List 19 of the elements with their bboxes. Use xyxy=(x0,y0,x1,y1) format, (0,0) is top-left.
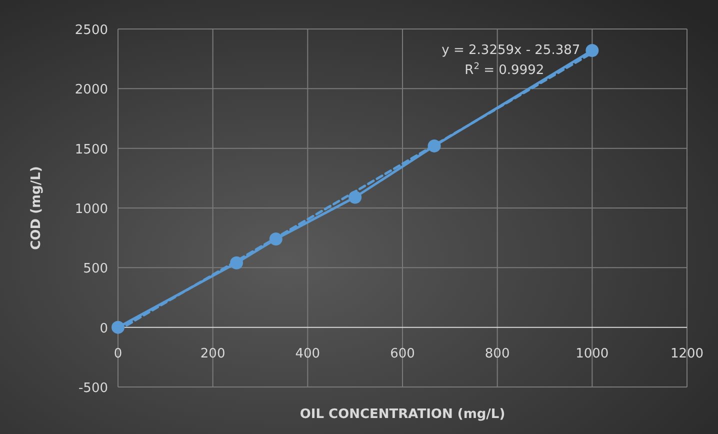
y-tick-label: 0 xyxy=(100,321,108,336)
y-tick-label: 500 xyxy=(83,262,108,277)
x-tick-label: 200 xyxy=(200,346,226,362)
annotation: y = 2.3259x - 25.387 xyxy=(442,42,580,58)
x-axis-title: OIL CONCENTRATION (mg/L) xyxy=(300,407,506,422)
annotation: R$^{2}$ = 0.9992 xyxy=(464,62,544,78)
y-tick-label: 2500 xyxy=(74,23,108,38)
point xyxy=(586,44,599,57)
x-tick-label: 1200 xyxy=(670,346,704,362)
x-tick-label: 0 xyxy=(114,346,122,362)
x-tick-label: 600 xyxy=(390,346,415,362)
x-tick-label: 800 xyxy=(484,346,510,362)
y-tick-label: 1500 xyxy=(74,142,108,158)
y-axis-title: COD (mg/L) xyxy=(29,166,44,250)
y-tick-label: 2000 xyxy=(74,82,108,98)
y-tick-label: -500 xyxy=(78,381,108,396)
y-tick-label: 1000 xyxy=(74,202,108,217)
x-tick-label: 400 xyxy=(295,346,320,362)
x-tick-label: 1000 xyxy=(576,346,609,362)
